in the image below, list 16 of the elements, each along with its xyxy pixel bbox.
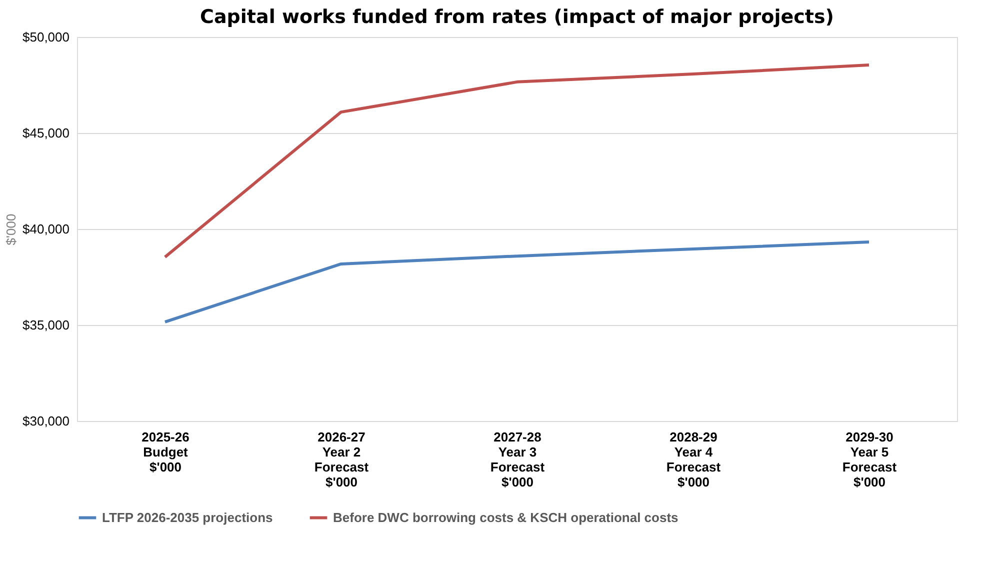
- y-axis-title: $'000: [4, 214, 19, 246]
- x-tick-label: 2025-26 Budget $'000: [142, 430, 190, 474]
- chart-title: Capital works funded from rates (impact of major projects): [200, 6, 834, 28]
- y-tick-label: $30,000: [22, 414, 70, 428]
- line-series: [164, 240, 870, 324]
- legend-label: Before DWC borrowing costs & KSCH operational costs: [333, 510, 678, 525]
- x-tick-label: 2028-29 Year 4 Forecast $'000: [666, 430, 722, 490]
- y-tick-label: $50,000: [22, 30, 70, 44]
- legend-label: LTFP 2026-2035 projections: [102, 510, 273, 525]
- y-tick-label: $35,000: [22, 318, 70, 332]
- x-tick-label: 2027-28 Year 3 Forecast $'000: [490, 430, 546, 490]
- y-tick-label: $40,000: [22, 222, 70, 236]
- x-tick-label: 2026-27 Year 2 Forecast $'000: [314, 430, 370, 490]
- y-tick-label: $45,000: [22, 126, 70, 140]
- line-series: [164, 64, 870, 259]
- x-tick-label: 2029-30 Year 5 Forecast $'000: [842, 430, 898, 490]
